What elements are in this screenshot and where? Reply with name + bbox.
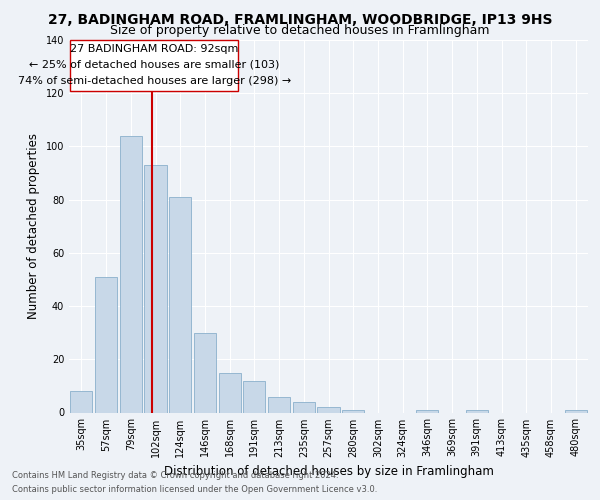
Bar <box>293 402 315 412</box>
Bar <box>342 410 364 412</box>
Bar <box>145 165 167 412</box>
Bar <box>317 407 340 412</box>
Bar <box>565 410 587 412</box>
Text: Contains public sector information licensed under the Open Government Licence v3: Contains public sector information licen… <box>12 485 377 494</box>
Text: Contains HM Land Registry data © Crown copyright and database right 2024.: Contains HM Land Registry data © Crown c… <box>12 471 338 480</box>
Text: 27, BADINGHAM ROAD, FRAMLINGHAM, WOODBRIDGE, IP13 9HS: 27, BADINGHAM ROAD, FRAMLINGHAM, WOODBRI… <box>48 12 552 26</box>
Bar <box>194 332 216 412</box>
Bar <box>466 410 488 412</box>
Text: ← 25% of detached houses are smaller (103): ← 25% of detached houses are smaller (10… <box>29 60 280 70</box>
Bar <box>70 391 92 412</box>
Bar <box>243 380 265 412</box>
Bar <box>95 277 117 412</box>
Y-axis label: Number of detached properties: Number of detached properties <box>27 133 40 320</box>
Bar <box>416 410 439 412</box>
X-axis label: Distribution of detached houses by size in Framlingham: Distribution of detached houses by size … <box>164 465 493 478</box>
Text: Size of property relative to detached houses in Framlingham: Size of property relative to detached ho… <box>110 24 490 37</box>
Bar <box>119 136 142 412</box>
FancyBboxPatch shape <box>70 40 238 90</box>
Bar <box>218 372 241 412</box>
Text: 74% of semi-detached houses are larger (298) →: 74% of semi-detached houses are larger (… <box>17 76 291 86</box>
Bar <box>169 197 191 412</box>
Text: 27 BADINGHAM ROAD: 92sqm: 27 BADINGHAM ROAD: 92sqm <box>70 44 238 54</box>
Bar <box>268 396 290 412</box>
